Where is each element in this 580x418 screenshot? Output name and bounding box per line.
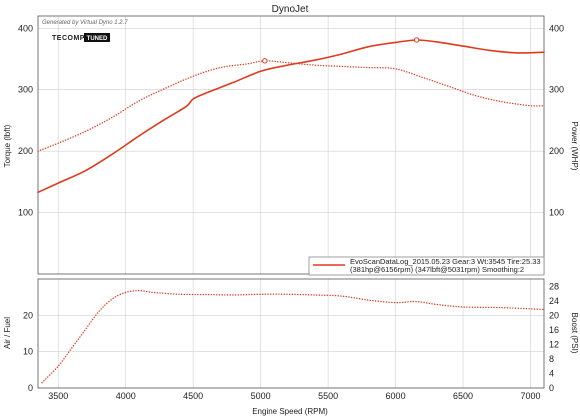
- y-tick-label: 20: [23, 310, 33, 320]
- x-tick-label: 5000: [251, 391, 271, 401]
- x-tick-label: 5500: [318, 391, 338, 401]
- y2-tick-label: 0: [549, 383, 554, 393]
- x-tick-label: 6000: [386, 391, 406, 401]
- x-axis-label: Engine Speed (RPM): [252, 407, 328, 416]
- series-line-0-1: [37, 60, 545, 152]
- x-tick-label: 3500: [48, 391, 68, 401]
- y2-tick-label: 12: [549, 339, 559, 349]
- brand-logo-right: TUNED: [87, 36, 108, 42]
- y-tick-label: 100: [18, 208, 33, 218]
- grid-lines: [38, 16, 544, 389]
- legend: EvoScanDataLog_2015.05.23 Gear:3 Wt:3545…: [308, 256, 545, 276]
- x-tick-label: 6500: [453, 391, 473, 401]
- y2-tick-label: 28: [549, 281, 559, 291]
- y-tick-label: 400: [18, 23, 33, 33]
- y-tick-label: 0: [28, 383, 33, 393]
- series-lines: [37, 37, 545, 384]
- y2-tick-label: 4: [549, 368, 554, 378]
- brand-logo-left: TECOMP: [52, 35, 85, 42]
- brand-logo: TECOMP TUNED: [52, 33, 110, 42]
- y-tick-label: 200: [18, 146, 33, 156]
- y-axis-label-airfuel: Air / Fuel: [3, 317, 12, 349]
- series-line-1-0: [41, 289, 545, 384]
- y-axis-label-torque: Torque (lbft): [3, 124, 12, 167]
- y2-tick-label: 16: [549, 325, 559, 335]
- plot-frame-0: [37, 15, 545, 275]
- legend-box: [308, 256, 545, 276]
- y2-tick-label: 100: [549, 208, 564, 218]
- peak-marker-0-1: [262, 58, 268, 64]
- legend-line-2: (381hp@6156rpm) (347lbft@5031rpm) Smooth…: [350, 265, 524, 274]
- y-tick-label: 300: [18, 85, 33, 95]
- y2-tick-label: 400: [549, 23, 564, 33]
- x-tick-label: 4000: [116, 391, 136, 401]
- generated-note: Generated by Virtual Dyno 1.2.7: [42, 20, 128, 26]
- x-tick-label: 4500: [183, 391, 203, 401]
- series-line-0-0: [37, 39, 545, 194]
- plot-frame-1: [37, 278, 545, 389]
- peak-marker-0-0: [413, 37, 420, 43]
- y2-tick-label: 8: [549, 354, 554, 364]
- plot-frames: [37, 15, 545, 389]
- y2-axis-label-boost: Boost (PSI): [570, 313, 579, 354]
- y2-axis-label-power: Power (WHP): [570, 122, 579, 171]
- y2-tick-label: 20: [549, 310, 559, 320]
- y2-tick-label: 300: [549, 85, 564, 95]
- y2-tick-label: 24: [549, 296, 559, 306]
- y-tick-label: 10: [23, 347, 33, 357]
- chart-title: DynoJet: [272, 4, 309, 15]
- brand-logo-badge: [84, 33, 110, 42]
- legend-line-1: EvoScanDataLog_2015.05.23 Gear:3 Wt:3545…: [350, 257, 541, 266]
- x-tick-label: 7000: [520, 391, 540, 401]
- y2-tick-label: 200: [549, 146, 564, 156]
